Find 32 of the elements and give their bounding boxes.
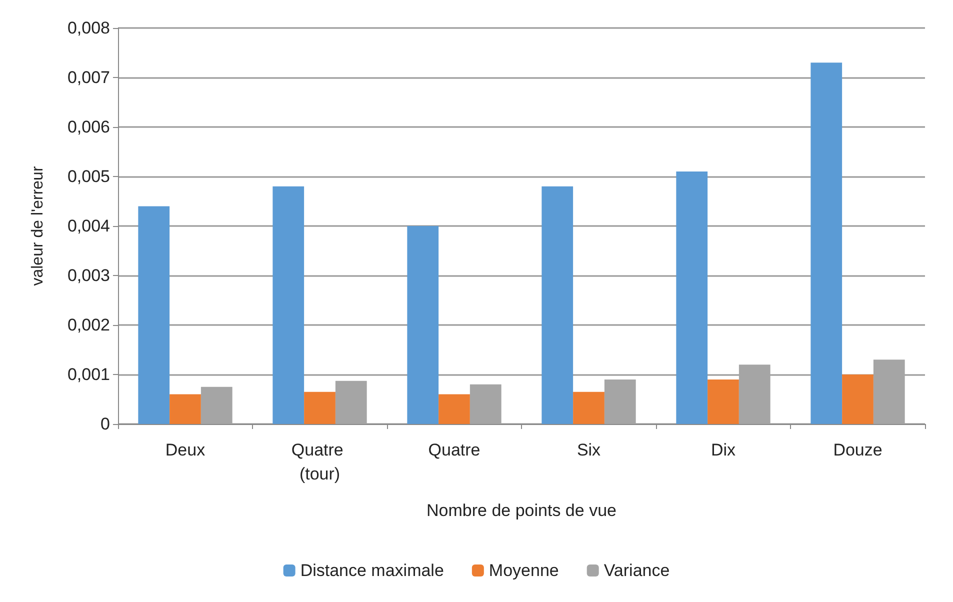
x-tick-label: Six [576,440,602,460]
y-tick-label: 0 [100,414,110,434]
x-tick-label: Deux [165,440,206,460]
y-tick-label: 0,004 [67,216,110,236]
bar [573,392,604,424]
y-tick-label: 0,006 [67,118,110,136]
bar [708,379,739,424]
x-tick-label: Quatre [428,440,480,460]
bar [272,186,304,424]
y-tick-label: 0,002 [67,316,110,334]
bar [676,172,708,424]
bar [304,392,336,424]
bar [810,62,842,424]
bar [138,206,170,424]
y-tick-label: 0,007 [67,68,110,87]
x-axis-title: Nombre de points de vue [426,501,616,520]
bar [842,374,874,424]
legend-label: Variance [604,561,670,580]
legend-label: Moyenne [488,561,559,580]
y-axis-title: valeur de l'erreur [30,166,46,286]
x-tick-label: Quatre (tour) [291,440,348,484]
y-tick-label: 0,001 [67,365,110,384]
x-tick-label: Dix [710,440,736,460]
bar [542,186,574,424]
x-tick-label: Douze [833,440,882,460]
y-tick-label: 0,003 [67,266,110,285]
bar [170,394,201,424]
y-tick-label: 0,008 [67,18,110,38]
bar [407,226,439,424]
legend-label: Distance maximale [300,561,444,580]
y-tick-label: 0,005 [67,167,110,186]
bar [438,394,470,424]
